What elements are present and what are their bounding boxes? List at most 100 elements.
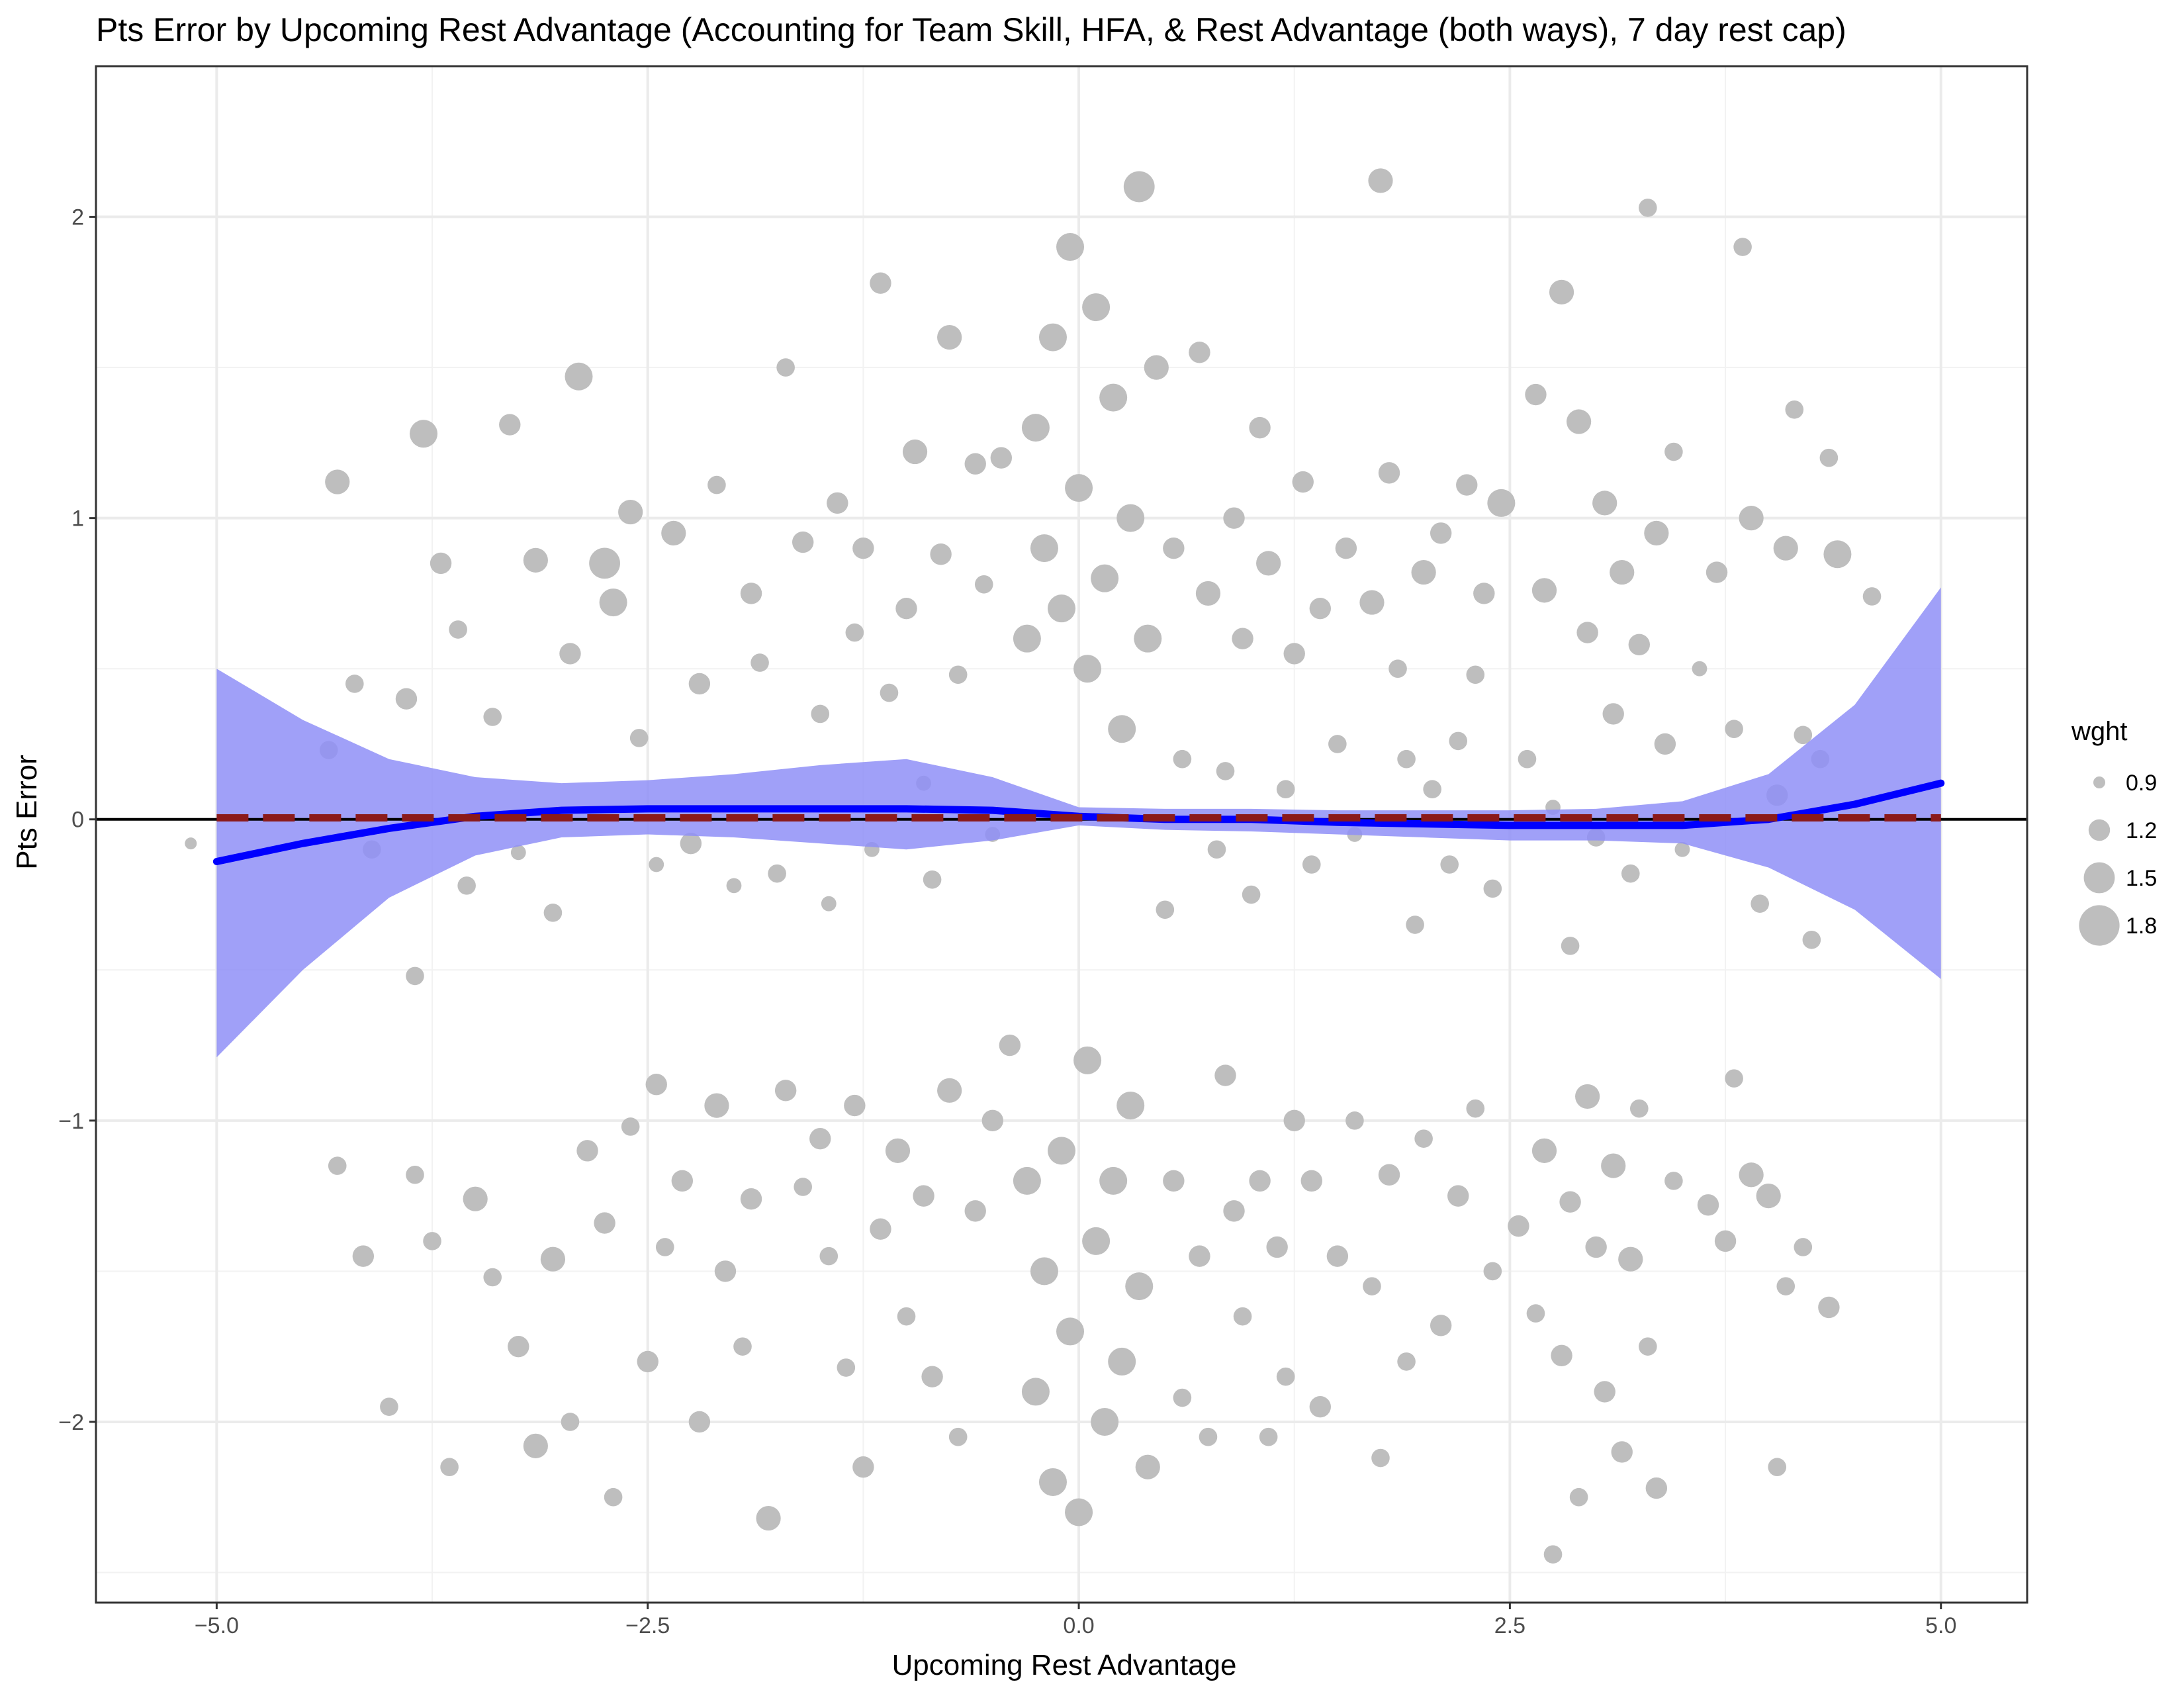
data-point bbox=[1423, 780, 1441, 799]
data-point bbox=[1628, 633, 1650, 655]
data-point bbox=[483, 1268, 502, 1287]
data-point bbox=[1567, 409, 1592, 434]
data-point bbox=[1163, 537, 1185, 559]
data-point bbox=[821, 896, 837, 912]
data-point bbox=[688, 1411, 711, 1433]
data-point bbox=[1283, 643, 1305, 665]
data-point bbox=[1223, 1200, 1245, 1222]
data-point bbox=[1794, 726, 1813, 745]
data-point bbox=[1082, 1227, 1111, 1255]
data-point bbox=[1756, 1184, 1781, 1209]
data-point bbox=[1048, 1137, 1075, 1165]
x-axis-title: Upcoming Rest Advantage bbox=[892, 1649, 1237, 1681]
data-point bbox=[559, 643, 581, 665]
data-point bbox=[1576, 622, 1598, 643]
data-point bbox=[1116, 1092, 1145, 1120]
points-layer bbox=[185, 168, 1882, 1564]
data-point bbox=[897, 1307, 916, 1326]
data-point bbox=[1644, 520, 1669, 546]
x-tick-label: −2.5 bbox=[625, 1613, 670, 1638]
data-point bbox=[1056, 1317, 1085, 1346]
data-point bbox=[774, 1080, 797, 1102]
data-point bbox=[1430, 522, 1452, 544]
data-point bbox=[1575, 1084, 1600, 1109]
data-point bbox=[1073, 1046, 1102, 1074]
data-point bbox=[1173, 1388, 1192, 1407]
data-point bbox=[406, 1165, 424, 1184]
data-point bbox=[819, 1246, 839, 1266]
data-point bbox=[688, 673, 711, 695]
legend-label: 1.2 bbox=[2126, 818, 2157, 843]
data-point bbox=[1601, 1153, 1626, 1178]
legend-key bbox=[2088, 819, 2111, 841]
data-point bbox=[1326, 1245, 1349, 1267]
data-point bbox=[618, 499, 643, 525]
data-point bbox=[704, 1093, 729, 1118]
data-point bbox=[1739, 1162, 1764, 1188]
data-point bbox=[576, 1140, 598, 1162]
data-point bbox=[751, 653, 769, 672]
data-point bbox=[852, 537, 874, 559]
data-point bbox=[325, 469, 350, 494]
data-point bbox=[1309, 1395, 1332, 1418]
data-point bbox=[1214, 1064, 1236, 1086]
legend-title: wght bbox=[2071, 717, 2128, 746]
data-point bbox=[1013, 1166, 1041, 1195]
data-point bbox=[1618, 1246, 1643, 1272]
data-point bbox=[1440, 855, 1459, 874]
data-point bbox=[1144, 355, 1169, 380]
data-point bbox=[1697, 1194, 1719, 1216]
data-point bbox=[1549, 279, 1574, 305]
data-point bbox=[594, 1212, 615, 1234]
data-point bbox=[1773, 536, 1798, 561]
data-point bbox=[852, 1456, 874, 1478]
data-point bbox=[811, 704, 830, 724]
data-point bbox=[1483, 1262, 1502, 1281]
data-point bbox=[410, 420, 438, 448]
legend-label: 0.9 bbox=[2126, 771, 2157, 796]
data-point bbox=[1013, 624, 1041, 653]
data-point bbox=[1639, 199, 1657, 217]
data-point bbox=[1300, 1170, 1322, 1192]
y-tick-label: −2 bbox=[58, 1410, 84, 1435]
data-point bbox=[1397, 1352, 1416, 1371]
data-point bbox=[1768, 1458, 1787, 1477]
y-tick-label: −1 bbox=[58, 1109, 84, 1134]
data-point bbox=[740, 583, 762, 604]
data-point bbox=[1645, 1477, 1668, 1499]
data-point bbox=[1610, 559, 1635, 585]
data-point bbox=[352, 1245, 375, 1267]
data-point bbox=[1674, 841, 1690, 857]
data-point bbox=[543, 904, 563, 922]
data-point bbox=[1073, 655, 1102, 683]
data-point bbox=[1378, 462, 1400, 484]
data-point bbox=[440, 1458, 459, 1477]
data-point bbox=[1065, 1498, 1093, 1526]
data-point bbox=[844, 1094, 866, 1117]
data-point bbox=[1585, 1236, 1607, 1258]
data-point bbox=[1371, 1448, 1390, 1468]
data-point bbox=[457, 876, 476, 895]
data-point bbox=[1276, 780, 1295, 799]
data-point bbox=[328, 1156, 347, 1175]
data-point bbox=[964, 453, 986, 475]
legend-key bbox=[2079, 905, 2120, 946]
data-point bbox=[1733, 238, 1752, 256]
data-point bbox=[1108, 1347, 1136, 1376]
data-point bbox=[565, 362, 593, 391]
data-point bbox=[1559, 1191, 1581, 1213]
data-point bbox=[430, 552, 452, 575]
data-point bbox=[1466, 1099, 1485, 1118]
data-point bbox=[629, 729, 649, 747]
data-point bbox=[1233, 1307, 1252, 1326]
data-point bbox=[1283, 1109, 1305, 1132]
data-point bbox=[1363, 1277, 1381, 1295]
data-point bbox=[1173, 749, 1192, 769]
data-point bbox=[599, 588, 627, 617]
data-point bbox=[1543, 1545, 1563, 1564]
data-point bbox=[1216, 762, 1235, 780]
data-point bbox=[1551, 1344, 1572, 1367]
data-point bbox=[827, 492, 848, 514]
data-point bbox=[756, 1505, 781, 1531]
